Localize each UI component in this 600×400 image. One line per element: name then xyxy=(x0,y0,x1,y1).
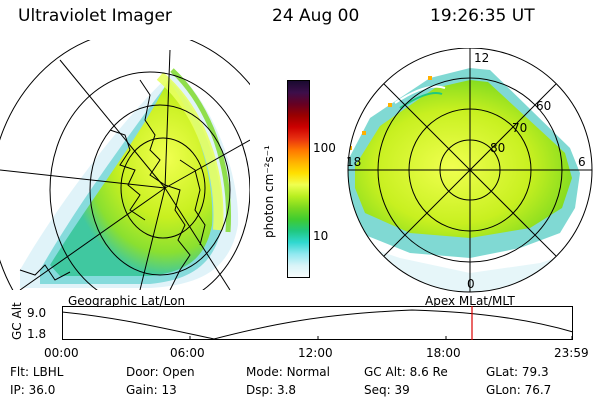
colorbar-unit-label: photon cm⁻²s⁻¹ xyxy=(262,145,276,238)
info-flt: Flt: LBHL xyxy=(10,365,64,379)
apex-panel-label: Apex MLat/MLT xyxy=(425,294,515,308)
mlt-label-6: 6 xyxy=(578,155,586,169)
colorbar xyxy=(287,80,310,278)
info-gc-alt: GC Alt: 8.6 Re xyxy=(364,365,448,379)
mlat-label-60: 60 xyxy=(536,99,551,113)
mlat-label-70: 70 xyxy=(512,121,527,135)
info-ip: IP: 36.0 xyxy=(10,383,56,397)
timeline-xtick-0600: 06:00 xyxy=(170,346,205,360)
geographic-panel-label: Geographic Lat/Lon xyxy=(68,294,186,308)
timeline-xtick-0000: 00:00 xyxy=(44,346,79,360)
info-seq: Seq: 39 xyxy=(364,383,410,397)
timeline-ylabel: GC Alt xyxy=(10,302,24,340)
info-glon: GLon: 76.7 xyxy=(486,383,552,397)
colorbar-tick-10: 10 xyxy=(313,229,329,243)
time-label: 19:26:35 UT xyxy=(430,6,535,26)
timeline-xtick-1200: 12:00 xyxy=(298,346,333,360)
info-mode: Mode: Normal xyxy=(246,365,330,379)
timeline-xtick-2359: 23:59 xyxy=(554,346,589,360)
info-glat: GLat: 79.3 xyxy=(486,365,549,379)
info-door: Door: Open xyxy=(126,365,195,379)
apex-polar-plot: 12 18 6 0 60 70 80 xyxy=(346,48,593,293)
timeline-xtick-1800: 18:00 xyxy=(426,346,461,360)
colorbar-tick-100: 100 xyxy=(313,141,336,155)
timeline-ytick-max: 9.0 xyxy=(27,306,47,320)
mlat-label-80: 80 xyxy=(490,141,505,155)
date-label: 24 Aug 00 xyxy=(272,6,360,26)
info-gain: Gain: 13 xyxy=(126,383,177,397)
info-dsp: Dsp: 3.8 xyxy=(246,383,297,397)
timeline-ytick-min: 1.8 xyxy=(27,327,47,341)
geographic-image-panel xyxy=(0,40,250,290)
instrument-title: Ultraviolet Imager xyxy=(18,6,172,26)
mlt-label-0: 0 xyxy=(467,277,475,291)
mlt-label-12: 12 xyxy=(474,51,489,65)
mlt-label-18: 18 xyxy=(346,155,361,169)
altitude-timeline xyxy=(62,306,574,340)
